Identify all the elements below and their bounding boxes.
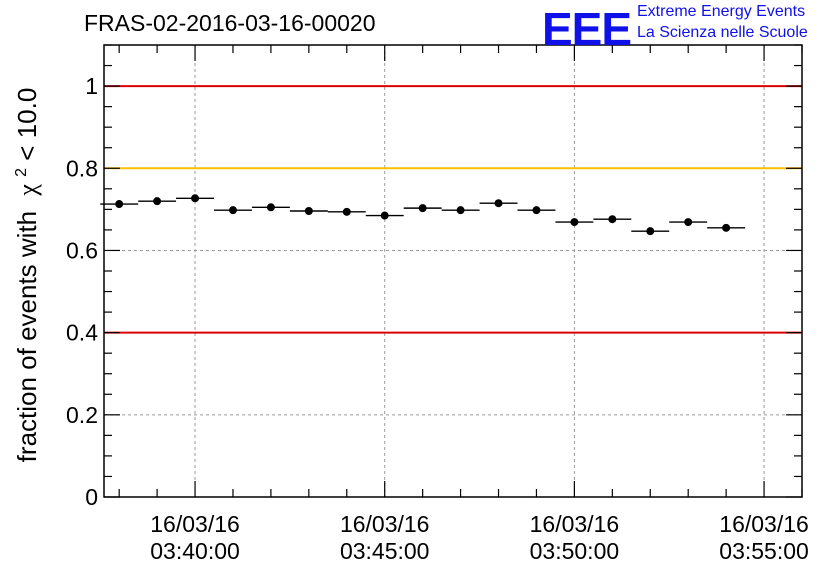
tick-labels: 00.20.40.60.8116/03/1603:40:0016/03/1603… [66,73,809,564]
data-point [342,207,351,216]
data-point [494,199,503,208]
y-axis-label-prefix: fraction of events with [12,211,42,462]
chi-superscript: 2 [13,168,30,177]
y-tick-label: 1 [85,73,98,99]
data-point [418,204,427,213]
x-tick-label-date: 16/03/16 [150,511,240,537]
y-tick-label: 0 [85,484,98,510]
run-title: FRAS-02-2016-03-16-00020 [84,10,376,36]
data-point [722,223,731,232]
x-tick-label-time: 03:40:00 [150,538,240,564]
grid-layer [104,45,802,497]
reference-lines [104,85,802,334]
chi-symbol: χ [13,184,42,197]
y-tick-label: 0.8 [66,155,98,181]
logo-line-2: La Scienza nelle Scuole [637,24,808,41]
data-point [608,215,617,224]
data-point [228,206,237,215]
data-point [191,194,200,203]
data-point [684,218,693,227]
x-tick-label-time: 03:50:00 [530,538,620,564]
data-point [115,200,124,209]
data-point [570,218,579,227]
x-tick-label-date: 16/03/16 [719,511,809,537]
data-point [153,197,162,206]
x-tick-label-time: 03:55:00 [719,538,809,564]
logo-line-1: Extreme Energy Events [637,3,806,20]
data-point [646,227,655,236]
axis-ticks [104,44,803,498]
data-point [380,211,389,220]
x-tick-label-time: 03:45:00 [340,538,430,564]
data-point [532,206,541,215]
y-axis-label: fraction of events with χ 2 < 10.0 [2,88,42,463]
data-point [266,203,275,212]
y-tick-label: 0.4 [66,320,98,346]
y-tick-label: 0.6 [66,237,98,263]
x-tick-label-date: 16/03/16 [340,511,430,537]
eee-logo: EEE [542,3,632,55]
data-points [100,194,746,236]
data-point [304,207,313,216]
plot-frame [103,44,803,498]
data-point [456,206,465,215]
x-tick-label-date: 16/03/16 [530,511,620,537]
y-tick-label: 0.2 [66,402,98,428]
y-axis-label-suffix: < 10.0 [12,88,42,161]
